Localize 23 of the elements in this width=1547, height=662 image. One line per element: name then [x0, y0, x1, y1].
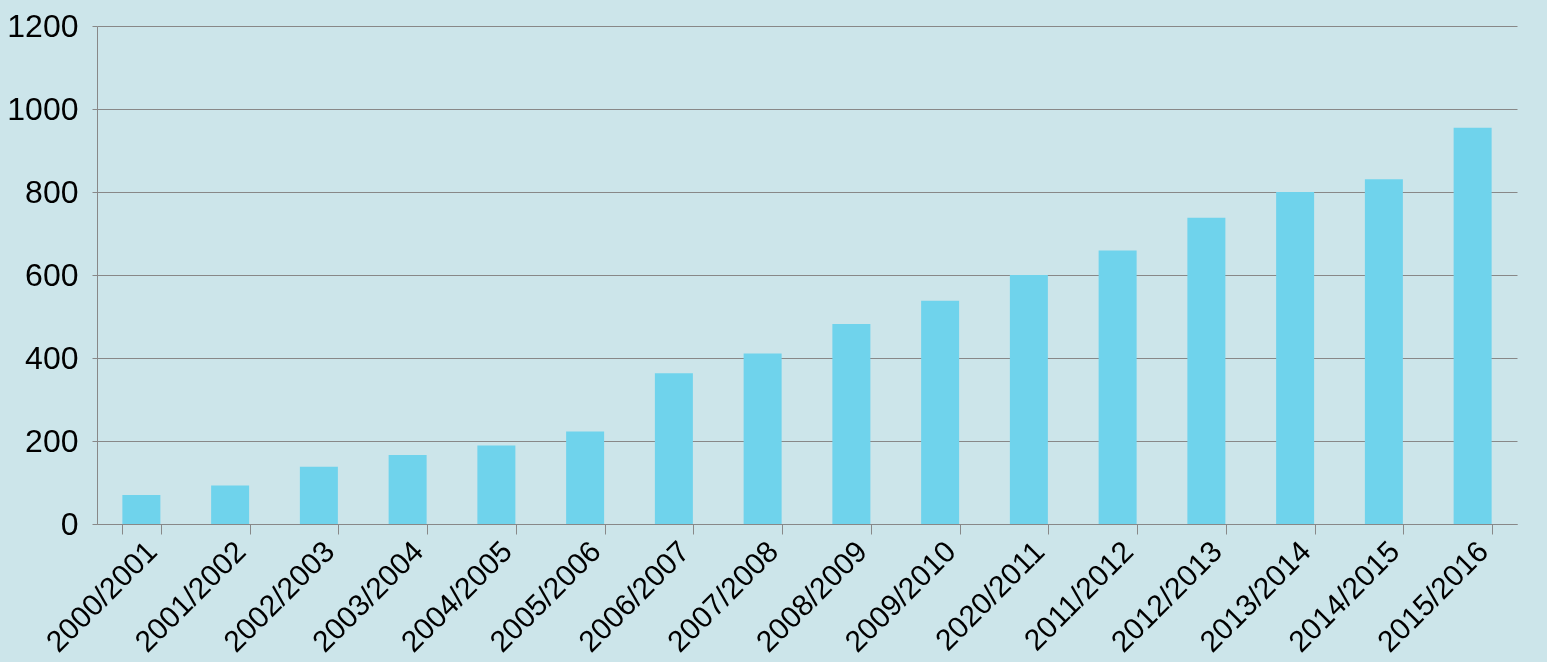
- y-tick-label: 200: [25, 422, 79, 459]
- y-tick-label: 1200: [7, 7, 79, 44]
- y-tick-label: 1000: [7, 90, 79, 127]
- bar: [388, 455, 427, 524]
- bar: [1187, 217, 1226, 524]
- bar: [299, 466, 338, 524]
- y-tick-label: 800: [25, 173, 79, 210]
- y-tick-label: 400: [25, 339, 79, 376]
- y-tick-label: 600: [25, 256, 79, 293]
- bar: [1009, 275, 1048, 524]
- bar: [921, 300, 960, 524]
- bar: [566, 431, 605, 524]
- bar: [832, 323, 871, 524]
- bar: [211, 485, 250, 524]
- bar: [1364, 179, 1403, 524]
- bar: [1098, 250, 1137, 524]
- bar: [1276, 192, 1315, 524]
- bar: [1453, 127, 1492, 524]
- y-tick-label: 0: [60, 505, 79, 542]
- bar: [477, 445, 516, 524]
- bar: [654, 373, 693, 524]
- bar: [743, 353, 782, 524]
- bar: [122, 494, 161, 524]
